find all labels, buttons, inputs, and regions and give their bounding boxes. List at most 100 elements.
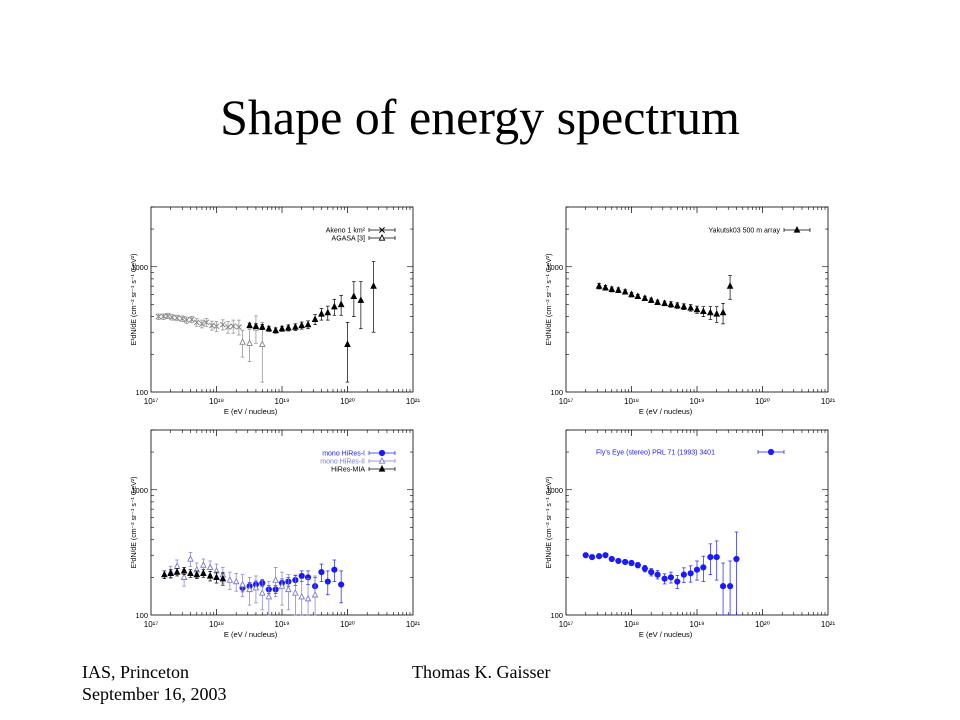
data-point <box>602 552 609 559</box>
data-point <box>370 282 377 289</box>
legend-label: Akeno 1 km² <box>326 228 366 235</box>
chart-panel-1: 10¹⁷ 10¹⁸ 10¹⁹ 10²⁰ 10²¹ 1000 100 E (eV / nucle… <box>131 206 421 416</box>
data-point <box>226 576 234 583</box>
data-point <box>680 302 688 310</box>
data-point <box>180 566 188 574</box>
data-point <box>582 552 589 559</box>
data-point <box>258 340 266 348</box>
data-point <box>628 559 635 567</box>
data-point <box>602 283 609 291</box>
data-point <box>174 315 181 321</box>
data-point <box>239 580 246 588</box>
y-tick-label: 100 <box>135 611 148 620</box>
chart-panel-3: 10¹⁷ 10¹⁸ 10¹⁹ 10²⁰ 10²¹ 1000 100 E (eV / nucle… <box>131 429 421 639</box>
x-tick-label: 10¹⁹ <box>690 397 705 406</box>
data-point <box>246 321 253 329</box>
data-point <box>318 569 325 576</box>
slide-title: Shape of energy spectrum <box>220 89 740 145</box>
data-point <box>285 585 292 593</box>
data-point <box>693 566 701 573</box>
data-point <box>304 594 312 602</box>
data-point <box>733 555 740 563</box>
data-point <box>674 578 681 585</box>
data-point <box>206 563 214 571</box>
y-tick-label: 1000 <box>546 263 563 272</box>
data-point <box>200 561 207 568</box>
series-1 <box>595 275 734 325</box>
data-point <box>278 582 286 589</box>
legend-label: mono HiRes-I <box>322 451 365 458</box>
footer-venue: IAS, Princeton <box>82 662 189 682</box>
data-point <box>304 320 312 328</box>
x-tick-label: 10¹⁷ <box>559 397 574 406</box>
data-point <box>667 300 675 308</box>
x-tick-label: 10²⁰ <box>755 620 770 629</box>
x-tick-label: 10¹⁸ <box>209 620 224 629</box>
x-tick-label: 10¹⁷ <box>144 397 159 406</box>
data-point <box>298 592 306 600</box>
data-point <box>337 300 345 308</box>
data-point <box>167 569 175 577</box>
data-point <box>187 554 194 562</box>
data-point <box>164 312 171 319</box>
footer-left: IAS, Princeton September 16, 2003 <box>82 661 226 705</box>
series-1 <box>155 312 242 336</box>
x-tick-label: 10¹⁸ <box>624 620 639 629</box>
data-point <box>654 571 661 578</box>
data-point <box>187 569 194 577</box>
x-tick-label: 10²⁰ <box>755 397 770 406</box>
x-axis-title: E (eV / nucleus) <box>639 630 693 639</box>
data-point <box>219 574 227 582</box>
footer-author: Thomas K. Gaisser <box>412 662 551 682</box>
data-point <box>719 583 727 590</box>
data-point <box>188 316 195 323</box>
data-point <box>246 585 253 593</box>
data-point <box>232 577 240 585</box>
data-point <box>338 581 345 588</box>
data-point <box>239 338 246 345</box>
y-tick-label: 100 <box>550 388 563 397</box>
data-point <box>687 303 694 311</box>
series-3 <box>161 566 227 586</box>
data-point <box>661 299 668 307</box>
data-point <box>318 309 325 317</box>
series-3 <box>246 261 377 383</box>
y-tick-label: 1000 <box>131 486 148 495</box>
series-1 <box>582 531 740 616</box>
data-point <box>324 308 332 316</box>
legend-label: mono HiRes-II <box>320 459 365 466</box>
legend-marker <box>378 233 386 241</box>
data-point <box>595 553 603 560</box>
data-point <box>615 557 622 565</box>
data-point <box>155 313 162 320</box>
data-point <box>608 555 615 563</box>
x-tick-label: 10²⁰ <box>340 620 355 629</box>
data-point <box>350 292 358 300</box>
data-point <box>324 578 331 585</box>
x-axis-title: E (eV / nucleus) <box>639 407 693 416</box>
data-point <box>219 321 226 328</box>
legend-marker <box>378 464 386 472</box>
y-tick-label: 100 <box>550 611 563 620</box>
data-point <box>161 570 168 578</box>
x-tick-label: 10¹⁸ <box>624 397 639 406</box>
data-point <box>344 340 351 348</box>
chart-panel-4: 10¹⁷ 10¹⁸ 10¹⁹ 10²⁰ 10²¹ 1000 100 E (eV / nucle… <box>546 429 836 639</box>
data-point <box>311 315 319 323</box>
x-tick-label: 10²¹ <box>821 397 836 406</box>
data-point <box>634 562 641 569</box>
x-tick-label: 10²¹ <box>406 397 421 406</box>
legend-marker <box>793 225 801 233</box>
data-point <box>331 566 338 573</box>
x-tick-label: 10²¹ <box>821 620 836 629</box>
data-point <box>285 323 292 331</box>
data-point <box>298 572 305 580</box>
y-axis-title: E³dN/dE (cm⁻² sr⁻¹ s⁻¹ GeV²) <box>546 477 553 569</box>
x-tick-label: 10²¹ <box>406 620 421 629</box>
footer-date: September 16, 2003 <box>82 684 227 704</box>
data-point <box>292 588 299 596</box>
data-point <box>700 564 707 571</box>
data-point <box>608 285 616 293</box>
data-point <box>252 322 260 329</box>
data-point <box>183 317 190 324</box>
